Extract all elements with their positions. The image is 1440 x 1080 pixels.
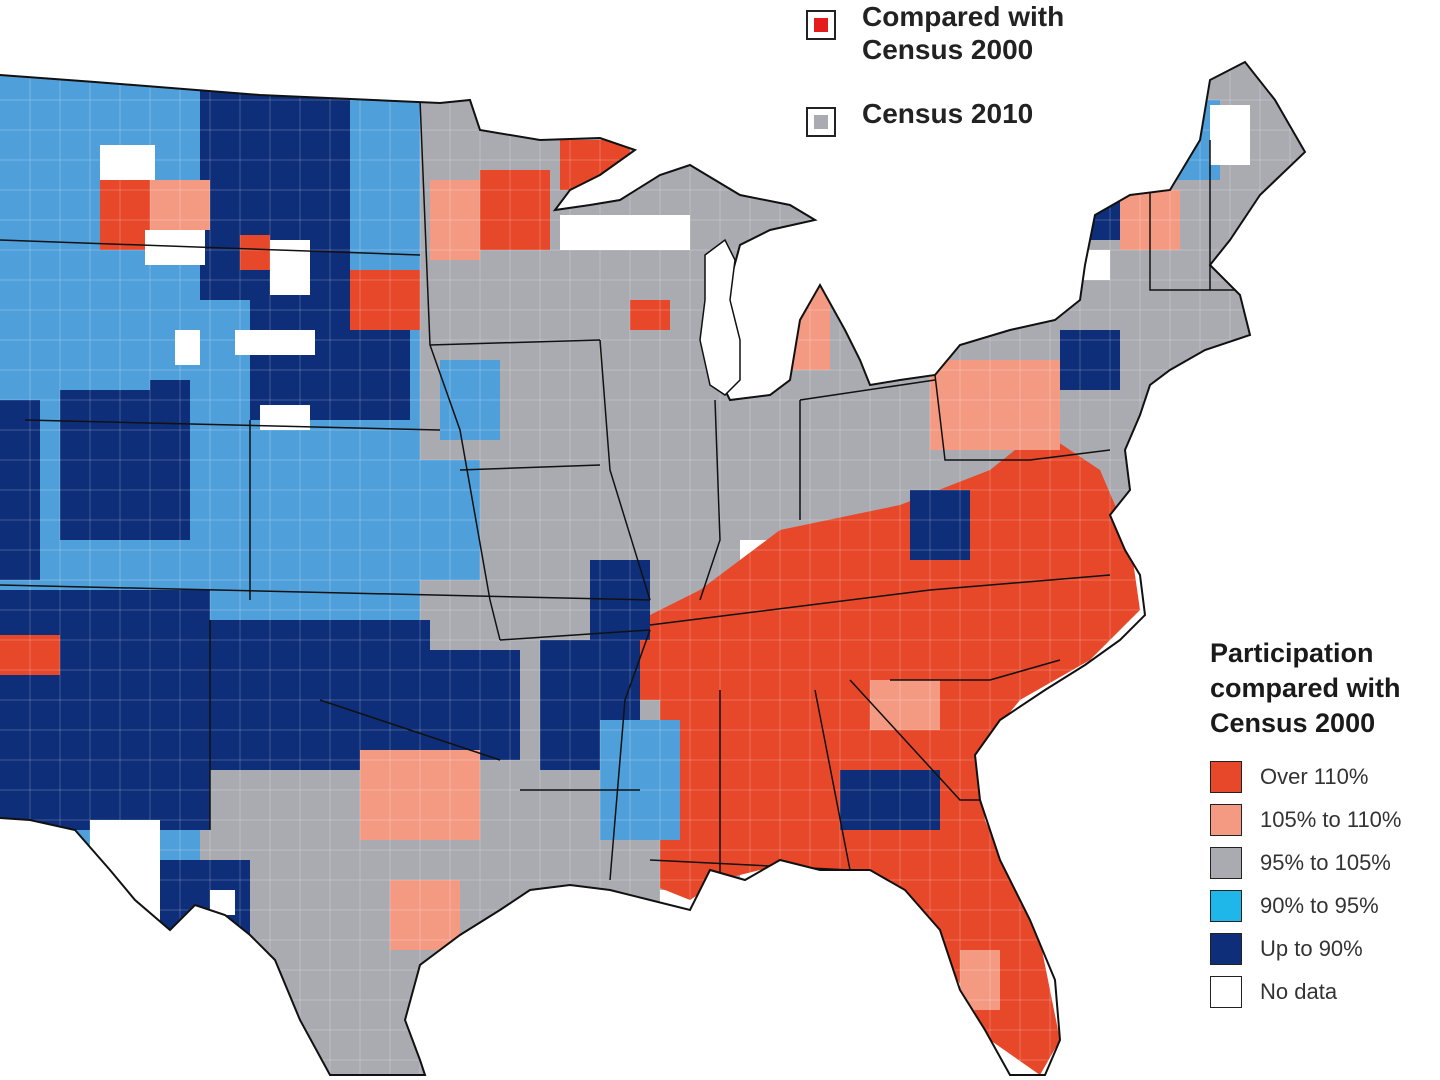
legend-swatch (1210, 975, 1242, 1008)
legend-item: Over 110% (1210, 755, 1435, 798)
top-legend-item-compared: Compared with Census 2000 (806, 0, 1064, 66)
legend-swatch (1210, 760, 1242, 793)
legend-label: 90% to 95% (1260, 892, 1379, 918)
legend-label: 105% to 110% (1260, 806, 1402, 832)
legend-swatch (1210, 889, 1242, 922)
legend-items: Over 110% 105% to 110% 95% to 105% 90% to 9… (1210, 755, 1435, 1013)
national-outline (0, 60, 1307, 1076)
top-legend: Compared with Census 2000 Census 2010 (806, 0, 1136, 150)
legend-swatch (1210, 932, 1242, 965)
state-boundaries (0, 99, 1245, 881)
legend-item: 95% to 105% (1210, 841, 1435, 884)
legend-title: Participation compared with Census 2000 (1210, 638, 1401, 738)
legend-item: Up to 90% (1210, 927, 1435, 970)
top-legend-swatch-census2010 (814, 115, 828, 129)
gray-square-icon (806, 107, 836, 137)
legend-label: 95% to 105% (1260, 849, 1391, 875)
red-square-icon (806, 10, 836, 40)
legend-label: Up to 90% (1260, 935, 1363, 961)
legend-swatch (1210, 846, 1242, 879)
top-legend-item-census2010: Census 2010 (806, 97, 1033, 137)
legend-swatch (1210, 803, 1242, 836)
legend-item: 90% to 95% (1210, 884, 1435, 927)
top-legend-label-compared: Compared with Census 2000 (862, 1, 1065, 65)
legend-item: 105% to 110% (1210, 798, 1435, 841)
top-legend-label-census2010: Census 2010 (862, 98, 1034, 129)
legend-label: Over 110% (1260, 763, 1369, 789)
participation-legend: Participation compared with Census 2000 … (1210, 636, 1435, 1013)
legend-label: No data (1260, 978, 1338, 1004)
lake-michigan (699, 238, 741, 396)
top-legend-swatch-compared (814, 18, 828, 32)
legend-item: No data (1210, 970, 1435, 1013)
